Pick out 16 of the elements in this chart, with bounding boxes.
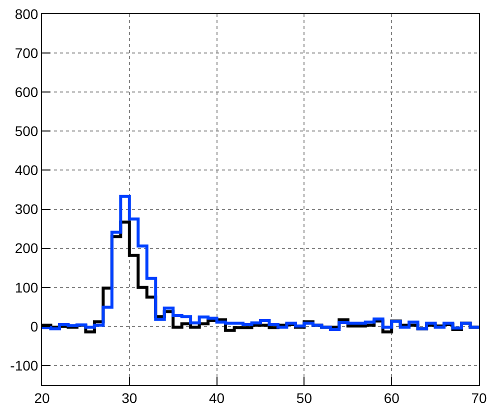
x-tick-label: 40 [209,390,225,406]
y-tick-label: -100 [10,357,38,374]
y-tick-label: 800 [14,6,38,22]
y-tick-label: 200 [14,240,38,256]
y-tick-label: 300 [14,201,38,218]
x-tick-label: 30 [122,390,138,406]
y-tick-label: 700 [14,44,38,61]
x-tick-label: 20 [34,390,50,406]
y-tick-label: 500 [14,123,38,140]
x-tick-label: 60 [384,390,400,406]
y-tick-label: 600 [14,84,38,100]
y-tick-label: 100 [14,279,38,296]
y-tick-label: 400 [14,162,38,178]
y-tick-label: 0 [30,318,38,334]
x-tick-label: 50 [296,390,312,406]
x-tick-label: 70 [471,390,487,406]
